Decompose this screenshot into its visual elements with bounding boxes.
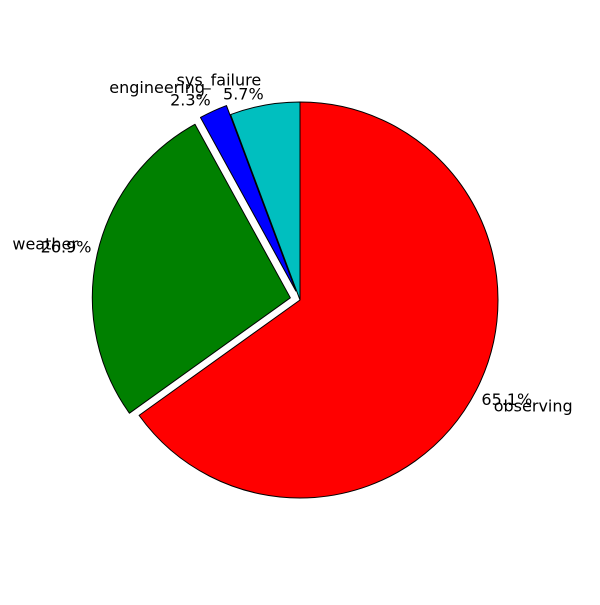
pie-pct-label-weather: 26.9% (41, 238, 92, 257)
pie-slices (91, 101, 499, 499)
pie-pct-label-engineering: 2.3% (170, 91, 211, 110)
pie-slice-weather (91, 123, 291, 414)
pie-label-sys-failure: sys_failure (177, 71, 262, 91)
pie-label-observing: observing (494, 396, 573, 415)
pie-slice-engineering (199, 105, 297, 292)
pie-label-engineering: engineering (109, 78, 205, 97)
pie-pct-label-sys-failure: 5.7% (223, 84, 264, 103)
pie-slice-observing (138, 101, 499, 499)
pie-label-weather: weather (12, 235, 78, 254)
pie-pct-label-observing: 65.1% (481, 390, 532, 409)
